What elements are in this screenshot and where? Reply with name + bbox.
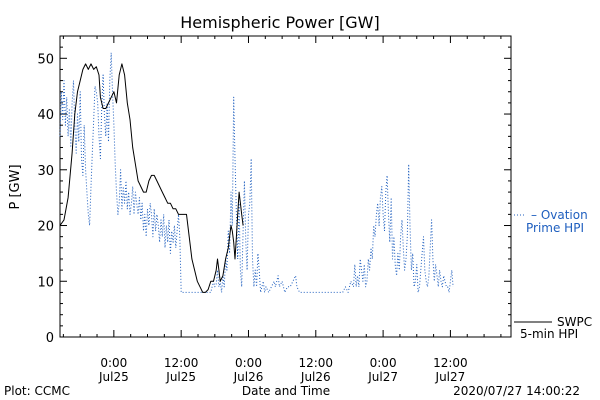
y-axis: 0 10 20 30 40 50 — [37, 35, 511, 346]
x-tick-label-time: 12:00 — [298, 356, 333, 370]
x-tick-label-date: Jul27 — [435, 370, 466, 384]
legend-swpc-label-2: 5-min HPI — [520, 327, 578, 341]
series-swpc-5min-hpi — [59, 63, 244, 293]
y-tick-label: 0 — [46, 331, 54, 346]
x-axis: 0:00Jul2512:00Jul250:00Jul2612:00Jul260:… — [62, 36, 502, 384]
x-tick-label-date: Jul25 — [98, 370, 129, 384]
x-tick-label-date: Jul25 — [165, 370, 196, 384]
series-ovation-prime-hpi — [59, 52, 454, 293]
legend-swpc: SWPC 5-min HPI — [514, 315, 592, 341]
timestamp: 2020/07/27 14:00:22 — [453, 384, 580, 398]
y-tick-label: 10 — [37, 275, 54, 290]
x-tick-label-time: 12:00 — [164, 356, 199, 370]
x-tick-label-time: 0:00 — [370, 356, 397, 370]
y-tick-label: 30 — [37, 164, 54, 179]
legend-ovation-label-2: Prime HPI — [526, 221, 584, 235]
plot-frame — [59, 35, 512, 338]
series-layer — [59, 52, 454, 293]
x-tick-label-time: 12:00 — [433, 356, 468, 370]
y-tick-label: 40 — [37, 108, 54, 123]
chart-title: Hemispheric Power [GW] — [180, 13, 379, 32]
plot-credit: Plot: CCMC — [4, 384, 70, 398]
y-tick-label: 20 — [37, 220, 54, 235]
x-tick-label-date: Jul26 — [233, 370, 264, 384]
y-axis-label: P [GW] — [8, 164, 23, 209]
x-tick-label-date: Jul27 — [367, 370, 398, 384]
x-tick-label-time: 0:00 — [235, 356, 262, 370]
x-tick-label-time: 0:00 — [100, 356, 127, 370]
legend-ovation: – Ovation Prime HPI — [514, 208, 588, 235]
x-axis-label: Date and Time — [242, 384, 330, 398]
legend-swpc-label-1: SWPC — [557, 315, 592, 329]
legend-ovation-label-1: – Ovation — [531, 208, 588, 222]
y-tick-label: 50 — [37, 52, 54, 67]
x-tick-label-date: Jul26 — [300, 370, 331, 384]
